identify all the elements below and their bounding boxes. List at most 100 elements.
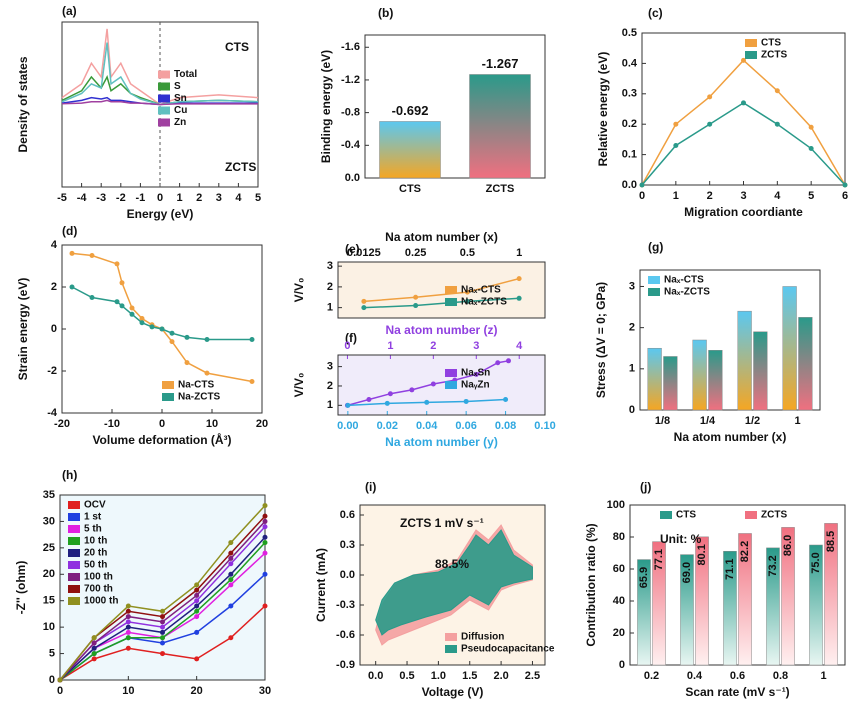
point: [91, 656, 97, 662]
point: [842, 182, 848, 188]
point: [228, 635, 234, 641]
point: [262, 534, 268, 540]
y-tick-label: 10: [43, 621, 55, 633]
x-axis-label: Na atom number (x): [674, 430, 787, 444]
legend-label: 50 th: [84, 560, 107, 571]
legend-swatch: [745, 511, 757, 519]
point: [129, 311, 135, 317]
point: [361, 298, 367, 304]
category-label: 0.5: [460, 247, 475, 259]
point: [119, 280, 125, 286]
point: [160, 629, 165, 635]
x-tick-label: 1.0: [431, 670, 446, 682]
point: [228, 561, 234, 567]
value-label: 88.5: [825, 531, 837, 552]
legend-label: ZCTS: [761, 510, 787, 521]
legend-label: Naₓ-ZCTS: [664, 287, 710, 298]
x-tick-label: 10: [122, 685, 134, 697]
point: [119, 303, 125, 309]
point: [228, 577, 234, 583]
bar: [798, 317, 813, 411]
x-tick-label: 6: [842, 190, 848, 202]
legend-label: Naₓ-CTS: [664, 275, 704, 286]
point: [139, 320, 145, 326]
legend-swatch: [162, 393, 174, 401]
x-tick-label: 0.06: [455, 420, 476, 432]
point: [473, 371, 479, 377]
point: [387, 391, 393, 397]
legend-swatch: [648, 288, 660, 296]
legend-swatch: [68, 513, 80, 521]
bar: [663, 356, 678, 411]
value-label: 75.0: [810, 552, 822, 573]
panel-label: (d): [62, 224, 77, 238]
point: [228, 603, 234, 609]
category-label: 1: [794, 415, 800, 427]
point: [57, 677, 63, 683]
y-tick-label: 2: [327, 380, 333, 392]
point: [741, 100, 746, 106]
x-tick-label: 2: [196, 192, 202, 204]
panel-label: (e): [345, 242, 360, 256]
plot-frame: [61, 244, 263, 414]
point: [808, 124, 814, 130]
x-tick-label: 0: [157, 192, 163, 204]
value-label: 69.0: [681, 562, 693, 583]
point: [464, 298, 470, 304]
y-tick-label: 80: [613, 531, 625, 543]
series-line: [71, 286, 252, 341]
bar: [652, 541, 666, 666]
bar: [766, 547, 780, 666]
y-tick-label: 0.1: [622, 149, 637, 161]
legend-swatch: [68, 537, 80, 545]
bar: [692, 339, 707, 411]
y-axis-label: Relative energy (eV): [596, 52, 610, 167]
point: [774, 121, 780, 127]
y-tick-label: 4: [51, 239, 58, 251]
y-axis-label: Contribution ratio (%): [584, 523, 598, 646]
point: [69, 250, 75, 256]
legend-label: 700 th: [84, 584, 113, 595]
annotation: 88.5%: [435, 557, 469, 571]
y-tick-label: -1.2: [341, 74, 360, 86]
annotation: ZCTS 1 mV s⁻¹: [400, 516, 484, 530]
y-tick-label: 0: [49, 674, 55, 686]
category-label: 0.6: [730, 670, 745, 682]
series-line: [641, 59, 846, 186]
x2-tick-label: 0: [344, 340, 350, 352]
y-axis-label: Current (mA): [314, 548, 328, 622]
y-tick-label: 20: [43, 568, 55, 580]
bar: [737, 310, 752, 411]
x-axis-label: Scan rate (mV s⁻¹): [685, 685, 789, 699]
point: [160, 608, 165, 614]
y-tick-label: 0.0: [345, 172, 360, 184]
category-label: 1/4: [700, 415, 716, 427]
point: [262, 518, 268, 524]
legend-swatch: [445, 633, 457, 641]
category-label: 0.4: [687, 670, 703, 682]
bar: [824, 523, 838, 666]
point: [228, 571, 234, 577]
legend-swatch: [158, 118, 170, 127]
panel-label: (b): [378, 6, 393, 20]
panel-label: (g): [648, 240, 663, 254]
category-label: 0.2: [644, 670, 659, 682]
legend-swatch: [648, 276, 660, 284]
point: [139, 316, 145, 321]
annotation: Unit: %: [660, 532, 702, 546]
legend-label: 100 th: [84, 572, 113, 583]
category-label: 1: [516, 247, 522, 259]
y-tick-label: 0.4: [622, 57, 638, 69]
legend-label: Na-CTS: [178, 380, 214, 391]
plot-frame: [337, 354, 546, 416]
y-tick-label: 0.5: [622, 27, 637, 39]
bar: [647, 347, 662, 411]
point: [707, 121, 713, 127]
legend-swatch: [162, 381, 174, 389]
y-tick-label: 5: [49, 647, 55, 659]
point: [89, 253, 95, 258]
legend-swatch: [68, 585, 80, 593]
point: [125, 614, 131, 620]
point: [91, 640, 97, 646]
point: [160, 619, 165, 625]
